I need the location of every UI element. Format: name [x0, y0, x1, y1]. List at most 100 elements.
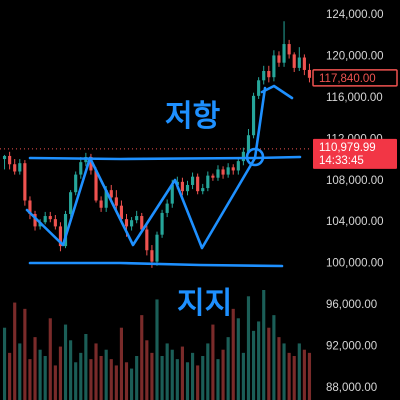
candle — [272, 50, 276, 82]
candle — [33, 210, 37, 231]
price-tick-label: 96,000.00 — [326, 299, 377, 311]
candle — [74, 171, 78, 196]
candle — [282, 21, 286, 67]
candle — [251, 92, 256, 139]
candle-body — [53, 219, 57, 227]
volume-bar — [58, 346, 63, 400]
candle-body — [170, 184, 174, 204]
candle — [241, 147, 245, 166]
candle-body — [231, 167, 235, 171]
candle-body — [94, 170, 98, 201]
candle-body — [236, 161, 240, 171]
candle — [135, 210, 139, 224]
candle-body — [79, 162, 83, 175]
volume-bar — [226, 337, 230, 400]
volume-bar — [165, 343, 169, 400]
last-price-label: 117,840.00 — [319, 73, 376, 85]
candle-body — [135, 216, 139, 221]
volume-bar — [104, 349, 108, 400]
candle — [257, 77, 261, 99]
candle — [13, 159, 17, 175]
volume-bar — [272, 315, 276, 400]
breakout-arrow — [253, 86, 267, 160]
candle-body — [150, 250, 154, 262]
volume-bar — [145, 340, 149, 400]
candle-body — [165, 203, 169, 213]
volume-bar — [175, 359, 179, 400]
price-tick-label: 120,000.00 — [326, 50, 384, 62]
volume-bar — [69, 340, 73, 400]
candle-body — [23, 163, 27, 201]
volume-bar — [89, 359, 93, 400]
volume-bar — [109, 359, 113, 400]
price-tick-label: 124,000.00 — [326, 9, 384, 21]
candle-body — [226, 167, 230, 175]
candle — [165, 199, 169, 218]
volume-bar — [297, 343, 301, 400]
candle — [297, 47, 301, 71]
candle-body — [2, 155, 7, 160]
candle — [63, 210, 68, 249]
price-tick-label: 88,000.00 — [326, 382, 377, 394]
candle — [287, 39, 291, 59]
volume-bar — [170, 349, 174, 400]
volume-bar — [307, 352, 312, 400]
candle-body — [277, 55, 281, 63]
volume-bar — [216, 359, 220, 400]
candle-body — [267, 70, 271, 78]
candle-body — [211, 175, 215, 178]
candle — [307, 63, 312, 83]
candle-body — [185, 184, 190, 192]
candle-body — [109, 190, 113, 198]
volume-bar — [267, 327, 271, 400]
volume-bar — [114, 365, 118, 400]
candle — [23, 160, 27, 206]
volume-bar — [33, 337, 37, 400]
volume-bar — [185, 362, 190, 400]
candle-body — [48, 216, 52, 220]
volume-bar — [211, 324, 215, 400]
volume-bar — [262, 290, 266, 400]
resistance-label: 저항 — [165, 99, 221, 134]
candle-body — [58, 226, 63, 247]
support-label: 지지 — [177, 286, 232, 321]
candle — [69, 190, 73, 218]
volume-bar — [63, 324, 68, 400]
candle — [221, 166, 225, 179]
volume-bar — [74, 362, 78, 400]
candle-body — [246, 135, 251, 152]
candle — [201, 183, 205, 195]
candle — [267, 65, 271, 83]
candle — [130, 217, 134, 231]
candle — [196, 173, 200, 195]
candle-body — [124, 219, 129, 227]
volume-bar — [135, 356, 139, 400]
volume-bar — [180, 346, 184, 400]
volume-bar — [191, 352, 195, 400]
candle-body — [89, 156, 93, 171]
volume-bar — [119, 327, 123, 400]
candle-body — [302, 57, 306, 70]
volume-bar — [206, 343, 210, 400]
candle-body — [33, 213, 37, 227]
volume-bar — [196, 365, 200, 400]
hand-annotations — [25, 84, 302, 268]
candle-body — [282, 44, 286, 63]
candle — [191, 172, 195, 190]
candle-body — [196, 176, 200, 192]
candle — [277, 51, 281, 67]
volume-bar — [23, 308, 27, 400]
volume-bar — [79, 352, 83, 400]
candle — [155, 231, 159, 266]
candle-body — [140, 216, 144, 230]
price-tick-label: 104,000.00 — [326, 216, 384, 228]
volume-bar — [8, 352, 12, 400]
support-line — [28, 261, 284, 268]
volume-bar — [2, 327, 7, 400]
price-tick-label: 100,000.00 — [326, 258, 384, 270]
candle-body — [297, 57, 301, 68]
volume-bar — [124, 362, 129, 400]
candle-body — [262, 70, 266, 81]
candle — [94, 167, 98, 203]
